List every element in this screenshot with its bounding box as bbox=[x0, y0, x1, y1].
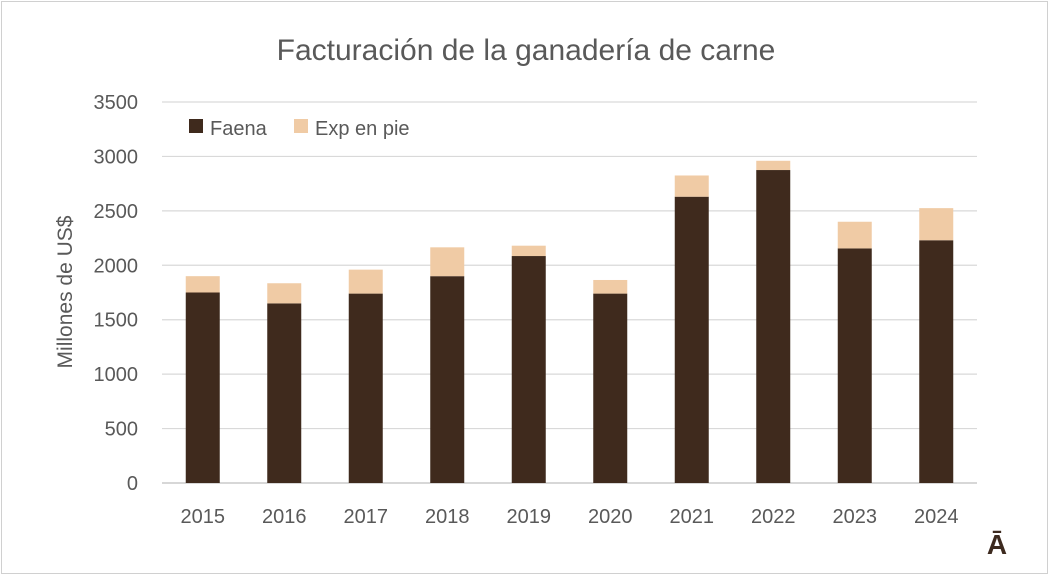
bar-faena-2023 bbox=[837, 248, 872, 483]
bar-faena-2019 bbox=[511, 256, 546, 483]
brand-logo: Ā bbox=[987, 529, 1007, 560]
bar-exp-en-pie-2024 bbox=[919, 208, 954, 241]
legend: Faena Exp en pie bbox=[189, 118, 410, 140]
bar-exp-en-pie-2016 bbox=[267, 283, 302, 304]
y-tick-label: 2500 bbox=[94, 201, 139, 223]
bar-exp-en-pie-2021 bbox=[674, 175, 709, 197]
x-tick-label: 2015 bbox=[181, 506, 226, 528]
chart-title: Facturación de la ganadería de carne bbox=[277, 34, 776, 67]
bar-faena-2016 bbox=[267, 303, 302, 483]
bar-exp-en-pie-2020 bbox=[593, 279, 628, 294]
y-axis-label: Millones de US$ bbox=[54, 215, 77, 368]
x-tick-label: 2016 bbox=[262, 506, 307, 528]
y-tick-label: 500 bbox=[105, 419, 138, 441]
bar-exp-en-pie-2022 bbox=[756, 160, 791, 171]
bar-exp-en-pie-2018 bbox=[430, 247, 465, 277]
bar-exp-en-pie-2015 bbox=[185, 276, 220, 293]
bar-faena-2024 bbox=[919, 240, 954, 483]
x-tick-label: 2021 bbox=[670, 506, 715, 528]
x-tick-label: 2020 bbox=[588, 506, 633, 528]
x-tick-label: 2019 bbox=[507, 506, 552, 528]
bar-faena-2020 bbox=[593, 293, 628, 483]
y-tick-label: 3000 bbox=[94, 146, 139, 168]
x-tick-label: 2022 bbox=[751, 506, 796, 528]
legend-label-exp-en-pie: Exp en pie bbox=[315, 118, 410, 140]
y-tick-label: 0 bbox=[127, 473, 138, 495]
bar-faena-2015 bbox=[185, 292, 220, 483]
y-tick-label: 1500 bbox=[94, 310, 139, 332]
y-tick-labels: 0 500 1000 1500 2000 2500 3000 3500 bbox=[94, 92, 139, 495]
x-tick-label: 2017 bbox=[344, 506, 389, 528]
legend-swatch-faena bbox=[189, 119, 203, 133]
bar-faena-2017 bbox=[348, 293, 383, 483]
bar-exp-en-pie-2023 bbox=[837, 221, 872, 249]
y-tick-label: 1000 bbox=[94, 364, 139, 386]
legend-swatch-exp-en-pie bbox=[294, 119, 308, 133]
bar-faena-2022 bbox=[756, 170, 791, 484]
x-tick-label: 2023 bbox=[833, 506, 878, 528]
bar-exp-en-pie-2019 bbox=[511, 245, 546, 257]
y-tick-label: 3500 bbox=[94, 92, 139, 114]
legend-label-faena: Faena bbox=[210, 118, 268, 140]
bar-faena-2021 bbox=[674, 196, 709, 483]
bars bbox=[185, 160, 954, 484]
x-tick-labels: 2015 2016 2017 2018 2019 2020 2021 2022 2023 2024 bbox=[181, 506, 959, 528]
bar-faena-2018 bbox=[430, 276, 465, 483]
x-tick-label: 2018 bbox=[425, 506, 470, 528]
y-tick-label: 2000 bbox=[94, 255, 139, 277]
bar-exp-en-pie-2017 bbox=[348, 269, 383, 294]
x-tick-label: 2024 bbox=[914, 506, 959, 528]
